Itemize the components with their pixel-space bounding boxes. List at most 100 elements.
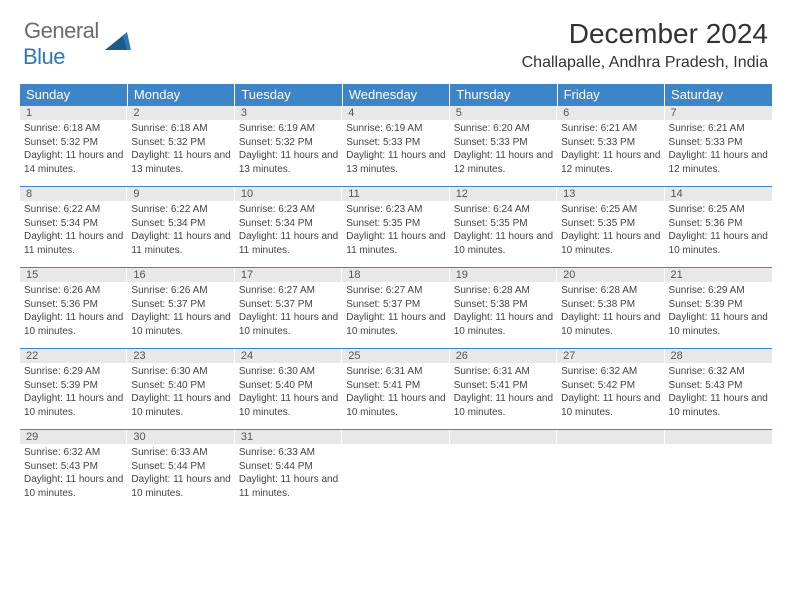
calendar-cell: 12Sunrise: 6:24 AMSunset: 5:35 PMDayligh… bbox=[450, 187, 557, 268]
sunset-text: Sunset: 5:36 PM bbox=[24, 298, 123, 312]
daylight-text: Daylight: 11 hours and 11 minutes. bbox=[24, 230, 123, 257]
day-body: Sunrise: 6:28 AMSunset: 5:38 PMDaylight:… bbox=[557, 282, 664, 348]
sunrise-text: Sunrise: 6:22 AM bbox=[131, 203, 230, 217]
weekday-header: Saturday bbox=[665, 84, 772, 106]
daylight-text: Daylight: 11 hours and 10 minutes. bbox=[24, 392, 123, 419]
sunrise-text: Sunrise: 6:19 AM bbox=[346, 122, 445, 136]
day-body: Sunrise: 6:21 AMSunset: 5:33 PMDaylight:… bbox=[665, 120, 772, 186]
sunset-text: Sunset: 5:42 PM bbox=[561, 379, 660, 393]
sunset-text: Sunset: 5:44 PM bbox=[239, 460, 338, 474]
calendar-cell: 7Sunrise: 6:21 AMSunset: 5:33 PMDaylight… bbox=[665, 106, 772, 187]
day-body: Sunrise: 6:31 AMSunset: 5:41 PMDaylight:… bbox=[450, 363, 557, 429]
calendar-cell bbox=[342, 430, 449, 511]
calendar-cell: 25Sunrise: 6:31 AMSunset: 5:41 PMDayligh… bbox=[342, 349, 449, 430]
calendar-cell: 16Sunrise: 6:26 AMSunset: 5:37 PMDayligh… bbox=[127, 268, 234, 349]
day-body: Sunrise: 6:33 AMSunset: 5:44 PMDaylight:… bbox=[235, 444, 342, 510]
calendar-cell: 23Sunrise: 6:30 AMSunset: 5:40 PMDayligh… bbox=[127, 349, 234, 430]
weekday-header: Friday bbox=[557, 84, 664, 106]
sunset-text: Sunset: 5:37 PM bbox=[131, 298, 230, 312]
day-number: 20 bbox=[557, 268, 664, 282]
day-body: Sunrise: 6:25 AMSunset: 5:35 PMDaylight:… bbox=[557, 201, 664, 267]
daylight-text: Daylight: 11 hours and 10 minutes. bbox=[561, 230, 660, 257]
calendar-cell: 6Sunrise: 6:21 AMSunset: 5:33 PMDaylight… bbox=[557, 106, 664, 187]
sunrise-text: Sunrise: 6:18 AM bbox=[131, 122, 230, 136]
sunrise-text: Sunrise: 6:32 AM bbox=[24, 446, 123, 460]
daylight-text: Daylight: 11 hours and 10 minutes. bbox=[454, 230, 553, 257]
logo: General Blue bbox=[24, 18, 131, 70]
sunset-text: Sunset: 5:32 PM bbox=[239, 136, 338, 150]
sunset-text: Sunset: 5:44 PM bbox=[131, 460, 230, 474]
day-number: 17 bbox=[235, 268, 342, 282]
day-number: 4 bbox=[342, 106, 449, 120]
calendar-cell: 17Sunrise: 6:27 AMSunset: 5:37 PMDayligh… bbox=[235, 268, 342, 349]
day-body: Sunrise: 6:18 AMSunset: 5:32 PMDaylight:… bbox=[127, 120, 234, 186]
day-body: Sunrise: 6:27 AMSunset: 5:37 PMDaylight:… bbox=[235, 282, 342, 348]
daylight-text: Daylight: 11 hours and 10 minutes. bbox=[346, 392, 445, 419]
day-number: 14 bbox=[665, 187, 772, 201]
calendar-cell: 8Sunrise: 6:22 AMSunset: 5:34 PMDaylight… bbox=[20, 187, 127, 268]
day-number: 16 bbox=[127, 268, 234, 282]
page-header: General Blue December 2024 Challapalle, … bbox=[0, 0, 792, 76]
sunset-text: Sunset: 5:32 PM bbox=[24, 136, 123, 150]
daylight-text: Daylight: 11 hours and 13 minutes. bbox=[346, 149, 445, 176]
day-number: 22 bbox=[20, 349, 127, 363]
sunset-text: Sunset: 5:36 PM bbox=[669, 217, 768, 231]
sunset-text: Sunset: 5:38 PM bbox=[454, 298, 553, 312]
daylight-text: Daylight: 11 hours and 10 minutes. bbox=[669, 230, 768, 257]
sunset-text: Sunset: 5:34 PM bbox=[131, 217, 230, 231]
sunset-text: Sunset: 5:33 PM bbox=[669, 136, 768, 150]
day-number: 29 bbox=[20, 430, 127, 444]
sunset-text: Sunset: 5:34 PM bbox=[239, 217, 338, 231]
sunrise-text: Sunrise: 6:29 AM bbox=[24, 365, 123, 379]
sunrise-text: Sunrise: 6:22 AM bbox=[24, 203, 123, 217]
calendar-cell: 14Sunrise: 6:25 AMSunset: 5:36 PMDayligh… bbox=[665, 187, 772, 268]
day-number: 7 bbox=[665, 106, 772, 120]
sunset-text: Sunset: 5:33 PM bbox=[561, 136, 660, 150]
sunrise-text: Sunrise: 6:18 AM bbox=[24, 122, 123, 136]
sunset-text: Sunset: 5:35 PM bbox=[454, 217, 553, 231]
sunrise-text: Sunrise: 6:29 AM bbox=[669, 284, 768, 298]
day-number: 5 bbox=[450, 106, 557, 120]
day-body: Sunrise: 6:24 AMSunset: 5:35 PMDaylight:… bbox=[450, 201, 557, 267]
day-body: Sunrise: 6:26 AMSunset: 5:36 PMDaylight:… bbox=[20, 282, 127, 348]
calendar-cell: 31Sunrise: 6:33 AMSunset: 5:44 PMDayligh… bbox=[235, 430, 342, 511]
sunrise-text: Sunrise: 6:32 AM bbox=[669, 365, 768, 379]
daylight-text: Daylight: 11 hours and 10 minutes. bbox=[669, 311, 768, 338]
sunrise-text: Sunrise: 6:30 AM bbox=[131, 365, 230, 379]
calendar-row: 22Sunrise: 6:29 AMSunset: 5:39 PMDayligh… bbox=[20, 349, 772, 430]
daylight-text: Daylight: 11 hours and 11 minutes. bbox=[346, 230, 445, 257]
weekday-header: Wednesday bbox=[342, 84, 449, 106]
daylight-text: Daylight: 11 hours and 12 minutes. bbox=[454, 149, 553, 176]
calendar-row: 15Sunrise: 6:26 AMSunset: 5:36 PMDayligh… bbox=[20, 268, 772, 349]
calendar-cell: 29Sunrise: 6:32 AMSunset: 5:43 PMDayligh… bbox=[20, 430, 127, 511]
day-body: Sunrise: 6:19 AMSunset: 5:32 PMDaylight:… bbox=[235, 120, 342, 186]
day-number: 11 bbox=[342, 187, 449, 201]
daylight-text: Daylight: 11 hours and 10 minutes. bbox=[131, 392, 230, 419]
day-number: 24 bbox=[235, 349, 342, 363]
day-body: Sunrise: 6:29 AMSunset: 5:39 PMDaylight:… bbox=[20, 363, 127, 429]
day-body: Sunrise: 6:23 AMSunset: 5:35 PMDaylight:… bbox=[342, 201, 449, 267]
calendar-cell: 11Sunrise: 6:23 AMSunset: 5:35 PMDayligh… bbox=[342, 187, 449, 268]
day-body: Sunrise: 6:25 AMSunset: 5:36 PMDaylight:… bbox=[665, 201, 772, 267]
sunrise-text: Sunrise: 6:24 AM bbox=[454, 203, 553, 217]
sunset-text: Sunset: 5:33 PM bbox=[454, 136, 553, 150]
daylight-text: Daylight: 11 hours and 11 minutes. bbox=[131, 230, 230, 257]
sunset-text: Sunset: 5:41 PM bbox=[454, 379, 553, 393]
calendar-cell: 10Sunrise: 6:23 AMSunset: 5:34 PMDayligh… bbox=[235, 187, 342, 268]
daylight-text: Daylight: 11 hours and 14 minutes. bbox=[24, 149, 123, 176]
day-number: 23 bbox=[127, 349, 234, 363]
day-number: 13 bbox=[557, 187, 664, 201]
daylight-text: Daylight: 11 hours and 10 minutes. bbox=[454, 311, 553, 338]
calendar-cell: 30Sunrise: 6:33 AMSunset: 5:44 PMDayligh… bbox=[127, 430, 234, 511]
calendar-cell: 24Sunrise: 6:30 AMSunset: 5:40 PMDayligh… bbox=[235, 349, 342, 430]
daylight-text: Daylight: 11 hours and 10 minutes. bbox=[239, 311, 338, 338]
daylight-text: Daylight: 11 hours and 13 minutes. bbox=[239, 149, 338, 176]
calendar-cell: 28Sunrise: 6:32 AMSunset: 5:43 PMDayligh… bbox=[665, 349, 772, 430]
daylight-text: Daylight: 11 hours and 12 minutes. bbox=[669, 149, 768, 176]
day-body: Sunrise: 6:22 AMSunset: 5:34 PMDaylight:… bbox=[127, 201, 234, 267]
calendar-cell: 13Sunrise: 6:25 AMSunset: 5:35 PMDayligh… bbox=[557, 187, 664, 268]
day-number: 1 bbox=[20, 106, 127, 120]
daylight-text: Daylight: 11 hours and 11 minutes. bbox=[239, 473, 338, 500]
logo-text-blue: Blue bbox=[23, 44, 65, 69]
day-number: 3 bbox=[235, 106, 342, 120]
